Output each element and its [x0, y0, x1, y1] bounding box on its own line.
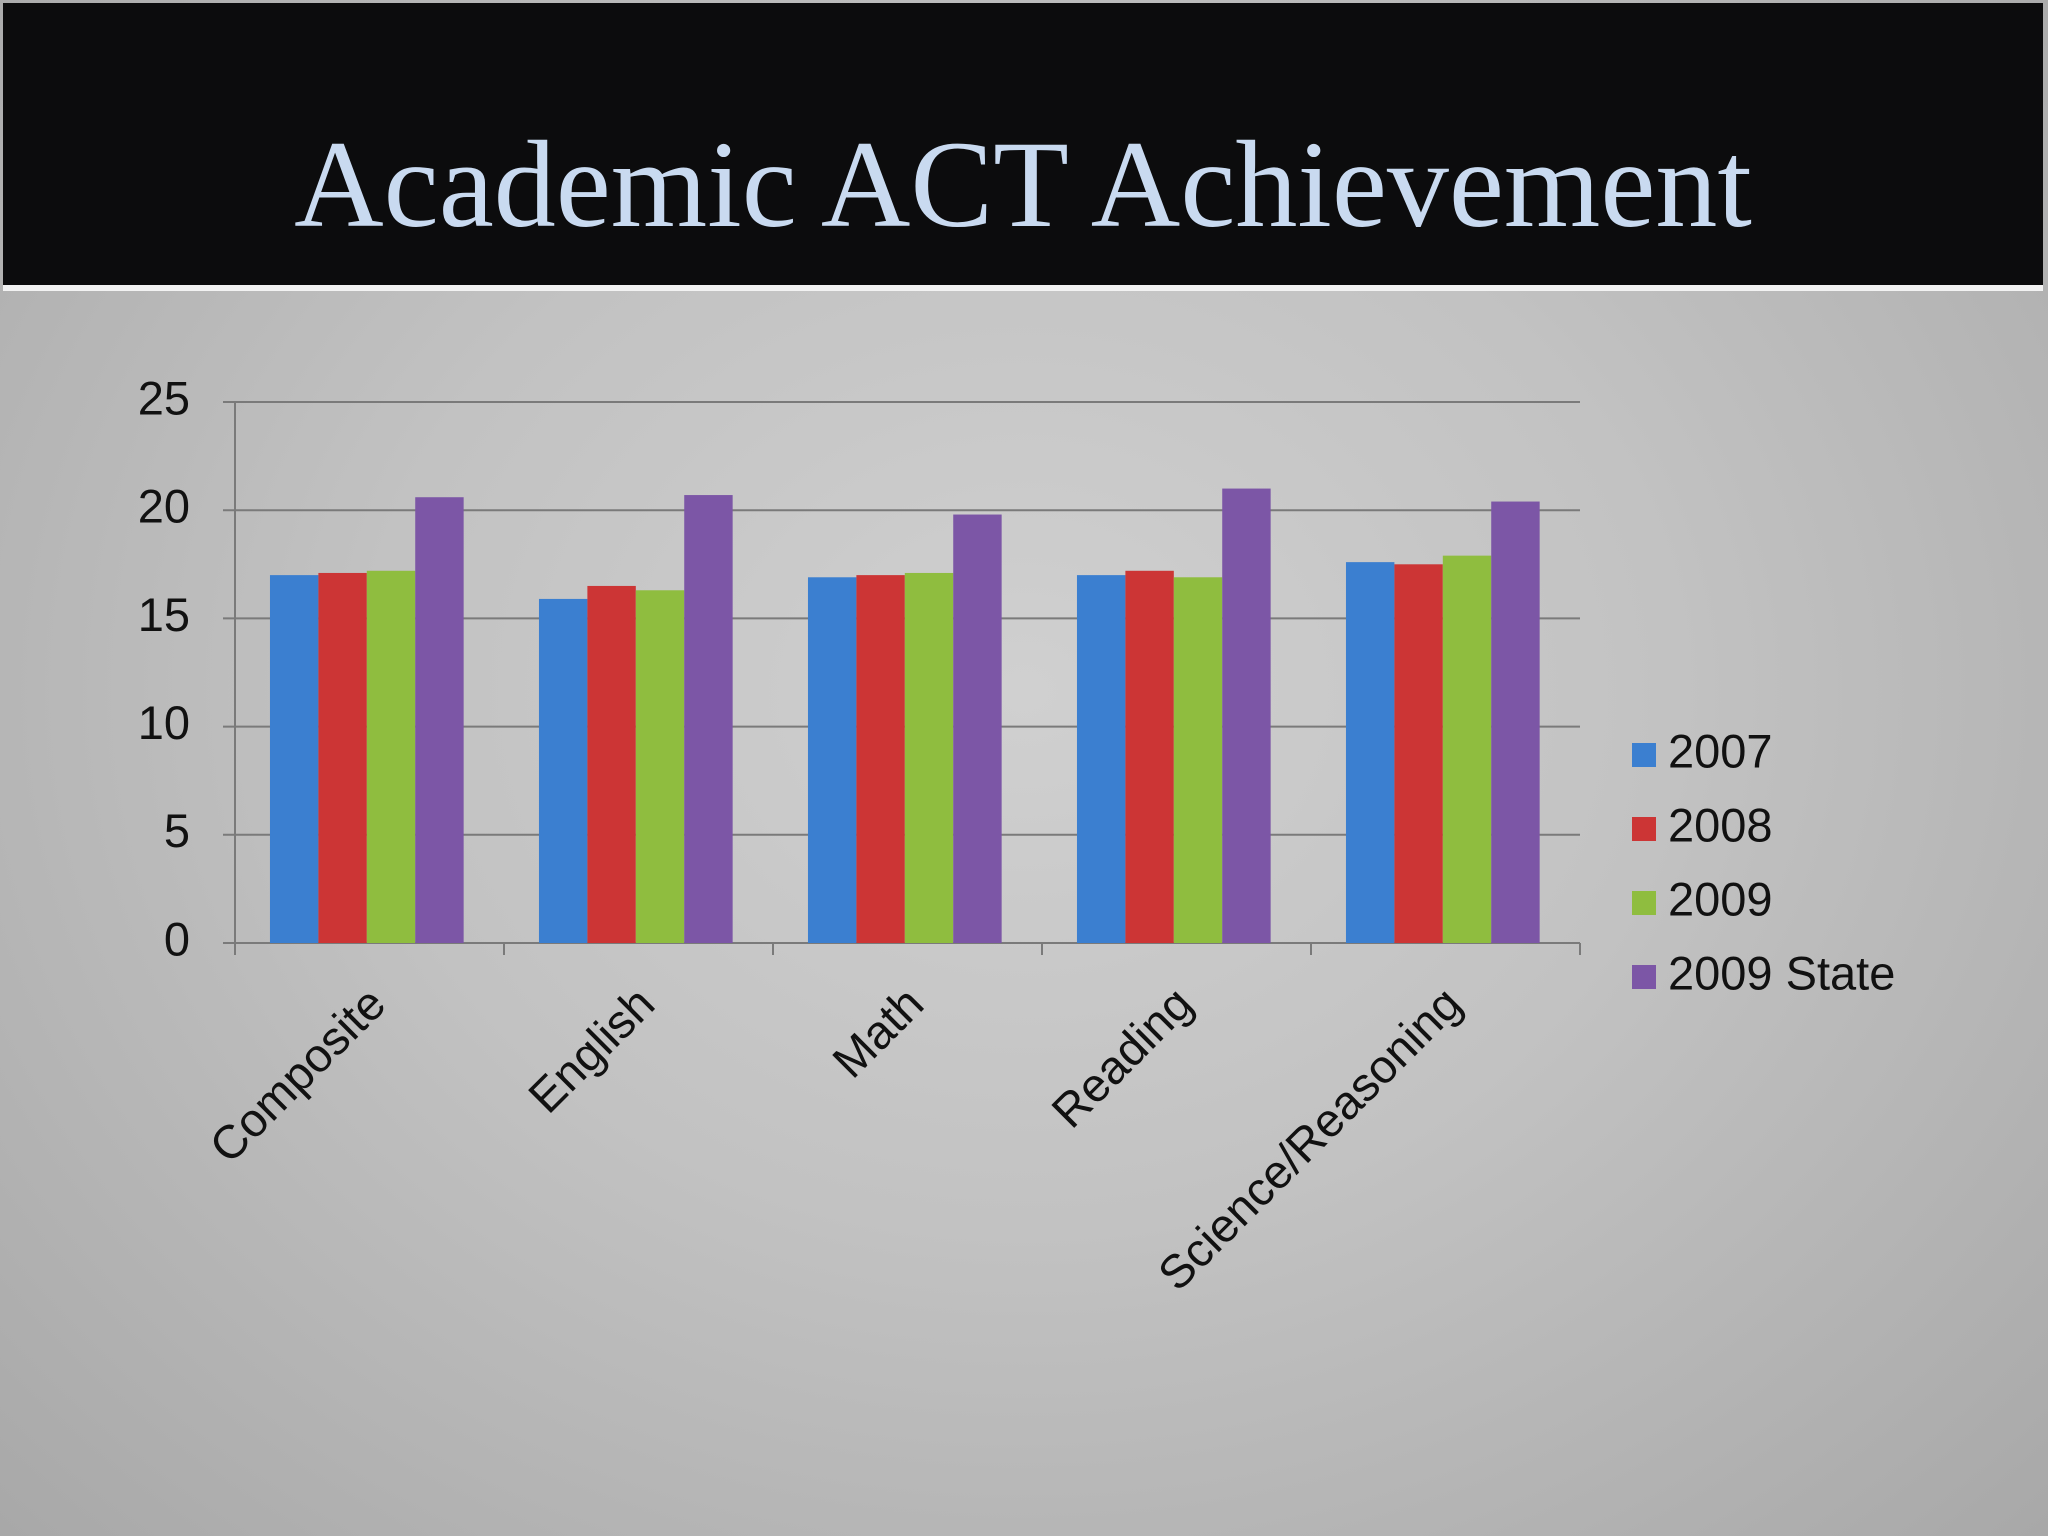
bar — [1394, 564, 1443, 943]
legend-swatch — [1632, 891, 1656, 915]
bar — [1125, 570, 1174, 943]
bar — [538, 598, 588, 943]
x-tick-label: English — [518, 976, 664, 1122]
legend-label: 2009 — [1668, 872, 1773, 925]
bar — [1173, 577, 1223, 943]
bar — [1491, 501, 1540, 943]
y-tick-label: 10 — [138, 696, 190, 749]
bar — [856, 575, 905, 943]
bar — [1442, 555, 1492, 943]
legend-label: 2009 State — [1668, 946, 1895, 999]
bar — [366, 570, 416, 943]
y-tick-label: 0 — [164, 912, 190, 965]
bar — [1076, 575, 1126, 943]
x-tick-label: Science/Reasoning — [1147, 976, 1471, 1300]
x-tick-label: Math — [822, 976, 933, 1087]
y-tick-label: 25 — [138, 371, 190, 424]
bar — [807, 577, 857, 943]
bar — [1345, 562, 1395, 943]
legend-swatch — [1632, 965, 1656, 989]
bar — [904, 572, 954, 943]
header: Academic ACT Achievement — [3, 3, 2043, 291]
bar — [415, 497, 464, 943]
y-tick-label: 5 — [164, 804, 190, 857]
x-tick-label: Composite — [199, 976, 395, 1172]
legend-swatch — [1632, 743, 1656, 767]
chart-title: Academic ACT Achievement — [294, 116, 1752, 253]
bar — [1222, 488, 1271, 943]
bar — [635, 590, 685, 943]
legend-label: 2007 — [1668, 724, 1773, 777]
x-tick-label: Reading — [1041, 976, 1202, 1137]
bar — [318, 572, 367, 943]
bar — [684, 495, 733, 943]
bar — [269, 575, 319, 943]
y-tick-label: 20 — [138, 480, 190, 533]
legend-label: 2008 — [1668, 798, 1773, 851]
y-tick-label: 15 — [138, 588, 190, 641]
legend-swatch — [1632, 817, 1656, 841]
bar — [953, 514, 1002, 943]
bar — [587, 585, 636, 943]
